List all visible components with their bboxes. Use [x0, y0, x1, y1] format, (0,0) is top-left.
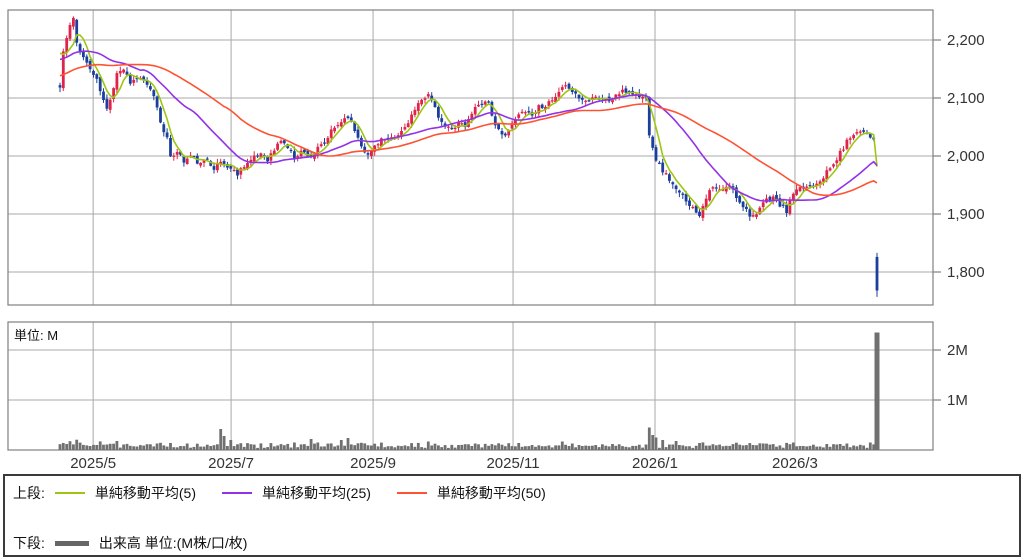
legend: 上段: 単純移動平均(5) 単純移動平均(25) 単純移動平均(50) 下段: … — [3, 474, 1021, 557]
svg-text:2025/7: 2025/7 — [208, 455, 254, 472]
svg-text:2M: 2M — [947, 342, 968, 359]
candles-layer — [58, 16, 879, 297]
sma5-label: 単純移動平均(5) — [94, 485, 197, 501]
volume-label: 出来高 単位:(M株/口/枚) — [98, 535, 248, 551]
sma-lines-layer — [59, 34, 878, 214]
legend-item-sma50: 単純移動平均(50) — [396, 483, 546, 503]
candlestick-volume-chart: 2,200 2,100 2,000 1,900 1,800 1M 2M 2025/5 2025/… — [7, 9, 985, 472]
sma25-label: 単純移動平均(25) — [262, 485, 371, 501]
svg-text:2,000: 2,000 — [947, 148, 985, 165]
sma5-line — [59, 34, 878, 214]
svg-text:2026/3: 2026/3 — [772, 455, 818, 472]
price-panel-border — [7, 9, 934, 306]
sma25-line — [59, 50, 878, 202]
sma5-line-swatch — [54, 492, 85, 494]
volume-bar-swatch — [54, 540, 89, 546]
svg-text:2025/11: 2025/11 — [486, 455, 539, 472]
volume-bars-layer — [58, 332, 880, 450]
grid-layer — [8, 10, 933, 450]
legend-lower-row: 下段: 出来高 単位:(M株/口/枚) — [13, 533, 273, 553]
legend-lower-label: 下段: — [13, 535, 45, 551]
sma50-line-swatch — [396, 492, 427, 494]
svg-text:2026/1: 2026/1 — [632, 455, 678, 472]
svg-text:1,800: 1,800 — [947, 264, 985, 281]
volume-unit-label: 単位: M — [14, 328, 58, 343]
axis-labels-layer: 2,200 2,100 2,000 1,900 1,800 1M 2M 2025/5 2025/… — [14, 32, 985, 472]
sma25-line-swatch — [222, 492, 253, 494]
svg-text:2,200: 2,200 — [947, 32, 985, 49]
svg-text:1M: 1M — [947, 392, 968, 409]
sma50-label: 単純移動平均(50) — [436, 485, 546, 501]
legend-item-volume: 出来高 単位:(M株/口/枚) — [54, 533, 248, 553]
sma50-line — [59, 63, 878, 197]
svg-text:2025/9: 2025/9 — [350, 455, 396, 472]
legend-item-sma25: 単純移動平均(25) — [222, 483, 371, 503]
legend-upper-label: 上段: — [13, 485, 45, 501]
svg-text:2025/5: 2025/5 — [70, 455, 116, 472]
svg-text:1,900: 1,900 — [947, 206, 985, 223]
legend-upper-row: 上段: 単純移動平均(5) 単純移動平均(25) 単純移動平均(50) — [13, 483, 572, 503]
svg-text:2,100: 2,100 — [947, 90, 985, 107]
volume-panel-border — [7, 321, 934, 451]
legend-item-sma5: 単純移動平均(5) — [54, 483, 197, 503]
